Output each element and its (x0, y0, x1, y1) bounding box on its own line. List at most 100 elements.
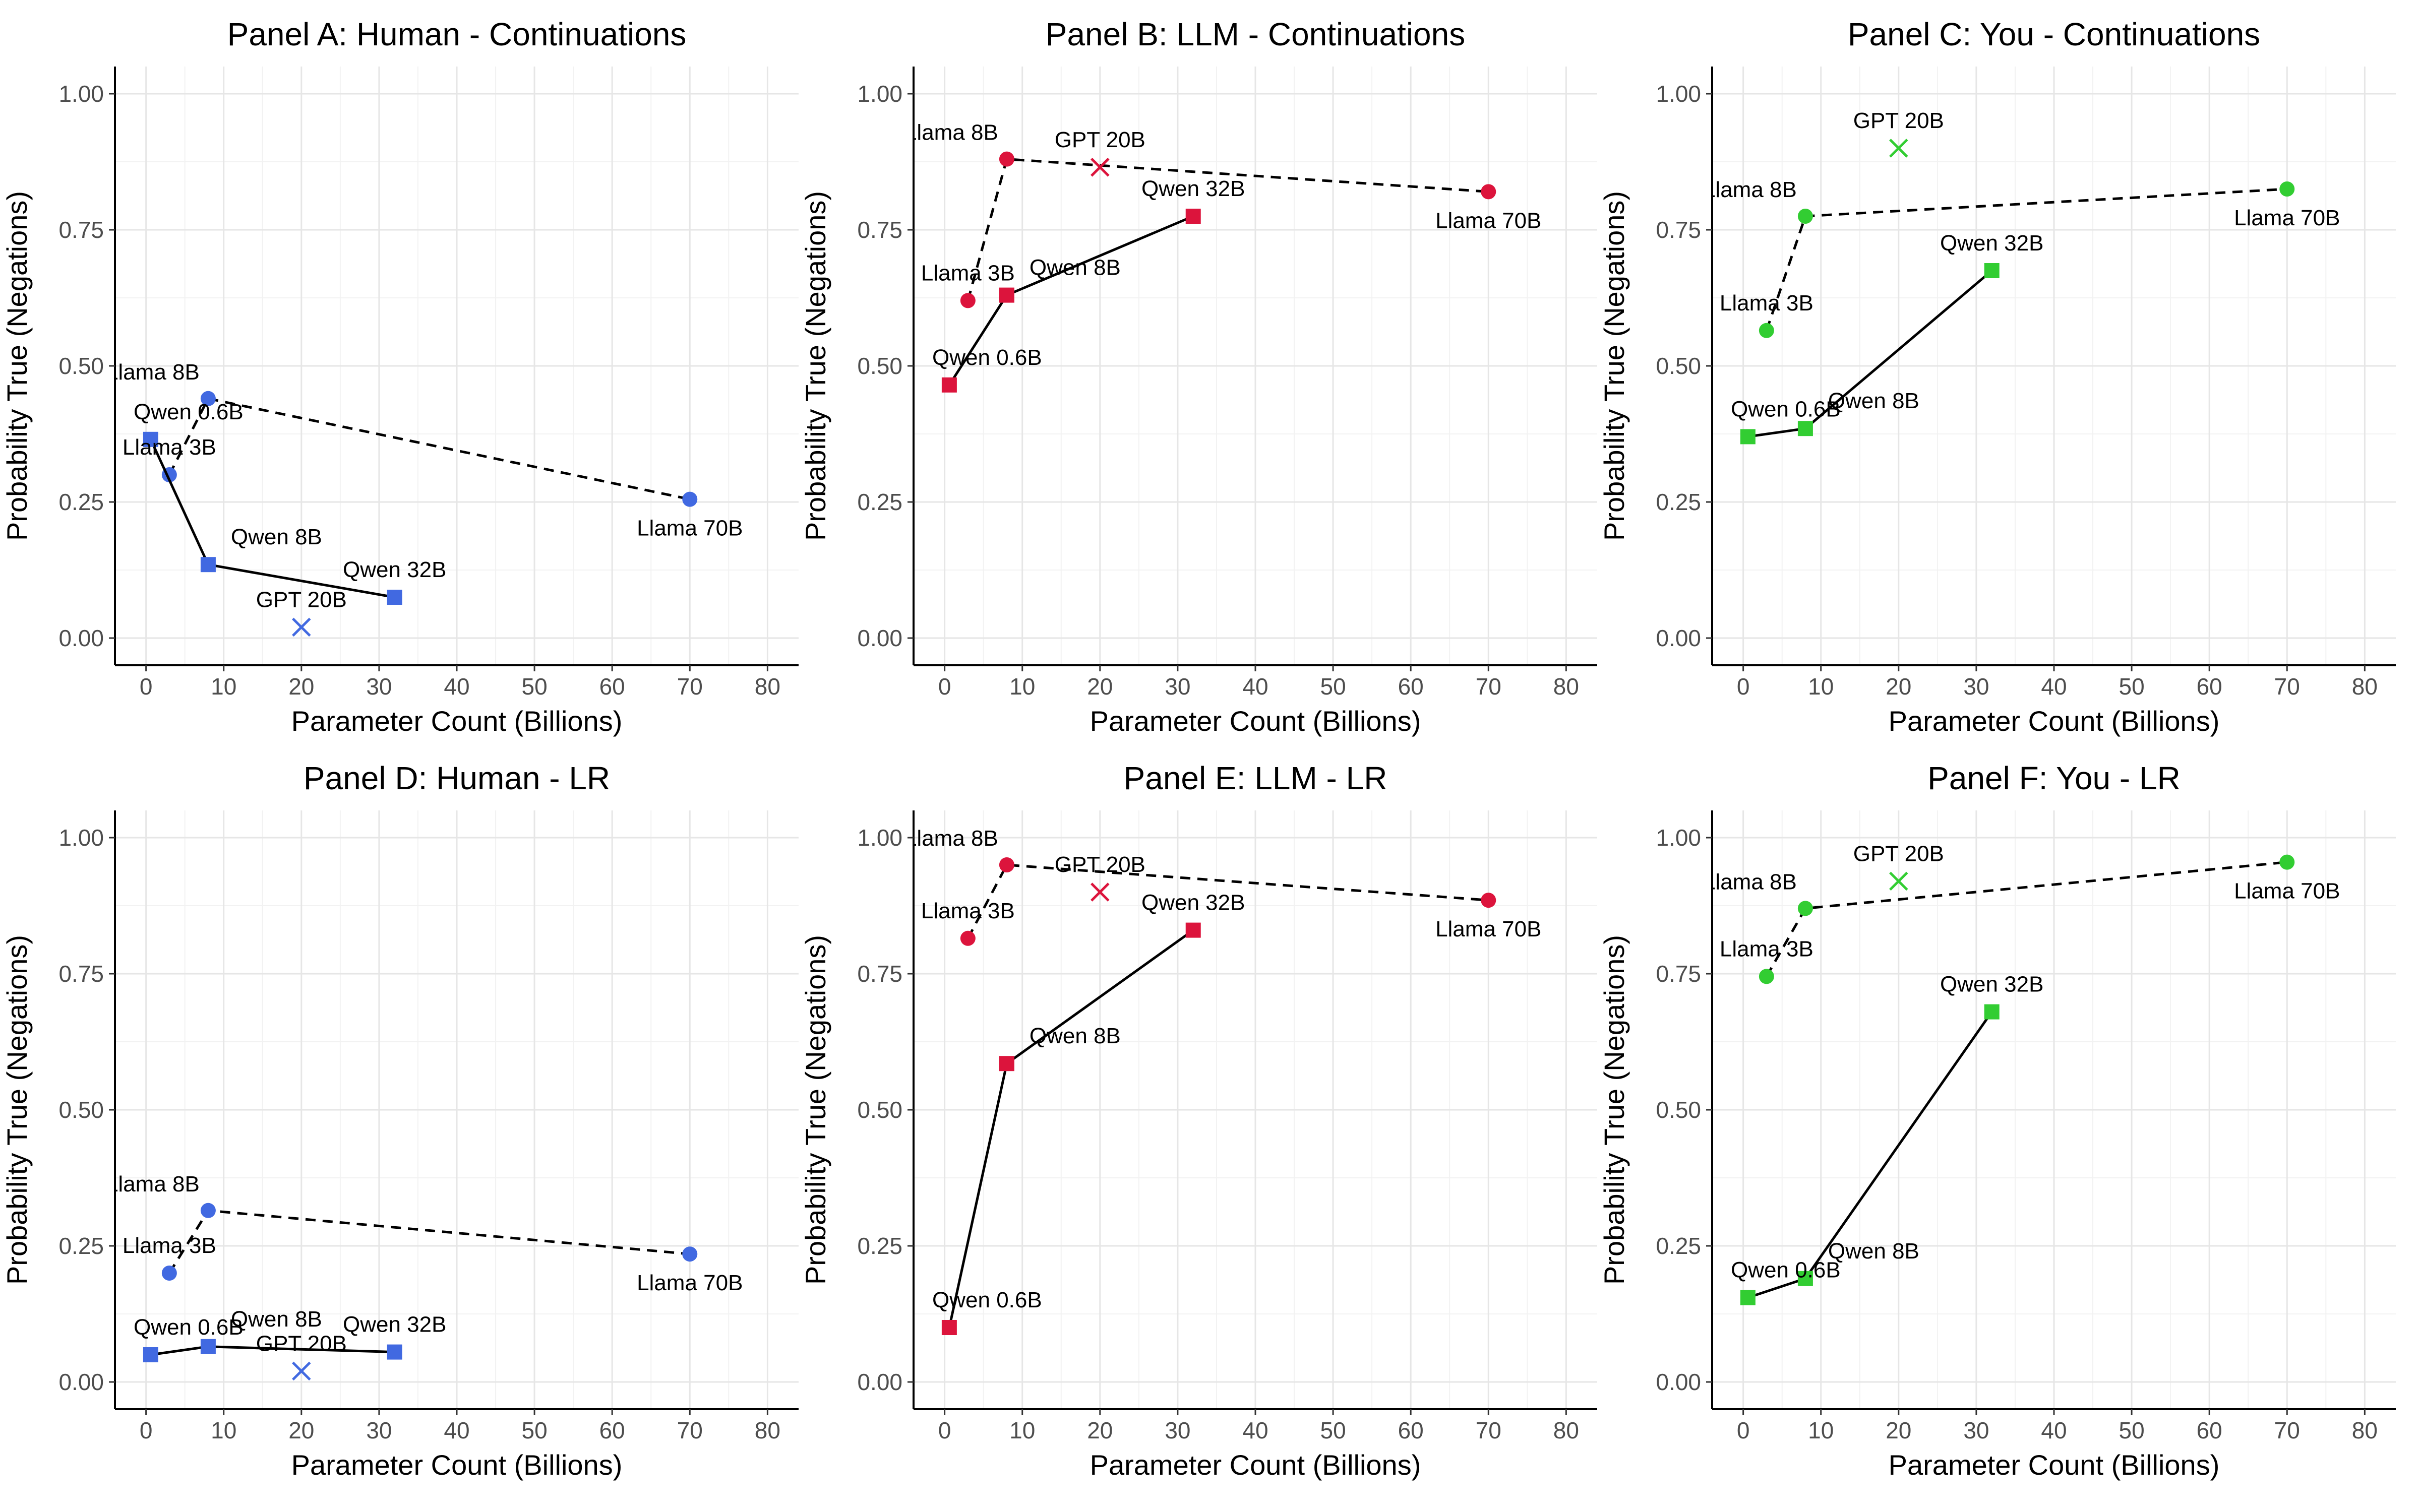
panel-d-grid (115, 810, 799, 1409)
x-tick-label: 0 (140, 1417, 153, 1443)
point-label: GPT 20B (256, 587, 347, 612)
x-tick-label: 20 (1087, 1417, 1113, 1443)
x-axis-label: Parameter Count (Billions) (1889, 1449, 2220, 1481)
x-tick-label: 70 (677, 673, 703, 700)
y-tick-label: 0.00 (1656, 625, 1701, 651)
point-label: Qwen 0.6B (134, 400, 244, 424)
point-llama-8b (1797, 901, 1813, 916)
point-label: GPT 20B (256, 1331, 347, 1356)
panel-b-title: Panel B: LLM - Continuations (1046, 16, 1465, 52)
panel-c: 0 10 20 30 40 50 60 70 80 0.00 0.25 0.50 0.75 1.00 Pan… (1598, 16, 2396, 737)
x-tick-label: 0 (140, 673, 153, 700)
panel-e-title: Panel E: LLM - LR (1124, 760, 1387, 796)
x-tick-label: 60 (599, 673, 625, 700)
point-label: Qwen 0.6B (1731, 397, 1841, 421)
y-tick-label: 0.50 (1656, 1097, 1701, 1123)
x-tick-label: 80 (2352, 1417, 2378, 1443)
y-tick-label: 0.25 (58, 489, 104, 515)
point-label: Llama 70B (2234, 206, 2340, 230)
x-tick-label: 40 (1242, 673, 1268, 700)
point-label: Llama 3B (921, 899, 1015, 923)
point-label: Llama 70B (637, 1271, 743, 1295)
point-qwen-32b (1185, 209, 1201, 224)
point-gpt-20b (1091, 883, 1110, 902)
y-tick-label: 0.50 (857, 1097, 902, 1123)
y-tick-label: 0.25 (857, 1233, 902, 1259)
point-qwen-8b (1797, 421, 1813, 436)
x-axis-label: Parameter Count (Billions) (291, 1449, 623, 1481)
panel-e-labels: Llama 3B Llama 8B Llama 70B Qwen 0.6B Qwen 8… (914, 826, 1541, 1312)
point-label: Llama 70B (1435, 917, 1541, 941)
y-axis-label: Probability True (Negations) (800, 191, 831, 541)
x-tick-label: 70 (1476, 1417, 1501, 1443)
panel-c-title: Panel C: You - Continuations (1848, 16, 2260, 52)
x-tick-label: 30 (366, 673, 392, 700)
x-tick-label: 50 (522, 1417, 548, 1443)
y-axis-label: Probability True (Negations) (1598, 191, 1630, 541)
panel-a: 0 10 20 30 40 50 60 70 80 0.00 0.25 0.50 0.75 1.00 Pan… (1, 16, 799, 737)
point-qwen-8b (200, 1339, 216, 1354)
x-tick-label: 60 (2197, 1417, 2222, 1443)
point-label: Llama 3B (1720, 291, 1813, 316)
point-qwen-32b (1185, 922, 1201, 938)
point-label: Llama 8B (106, 1172, 200, 1196)
point-llama-70b (2279, 181, 2295, 197)
y-tick-label: 0.50 (58, 1097, 104, 1123)
x-tick-label: 0 (1737, 1417, 1750, 1443)
x-axis-label: Parameter Count (Billions) (1889, 705, 2220, 737)
point-label: Llama 3B (1720, 936, 1813, 961)
x-tick-label: 30 (1165, 673, 1190, 700)
point-qwen-8b (200, 557, 216, 573)
point-gpt-20b (1889, 871, 1908, 891)
y-tick-label: 0.75 (1656, 217, 1701, 243)
panel-a-data (143, 391, 698, 637)
y-axis-label: Probability True (Negations) (1, 191, 33, 541)
panel-b-grid (914, 67, 1597, 665)
y-axis-label: Probability True (Negations) (800, 935, 831, 1285)
panel-c-data (1740, 139, 2295, 445)
x-tick-label: 50 (1320, 1417, 1346, 1443)
point-label: Qwen 32B (1141, 891, 1245, 915)
x-tick-label: 10 (211, 1417, 236, 1443)
x-tick-label: 10 (1009, 673, 1035, 700)
x-tick-label: 10 (1009, 1417, 1035, 1443)
x-tick-label: 80 (755, 673, 780, 700)
x-tick-label: 0 (938, 673, 951, 700)
point-label: Llama 70B (2234, 879, 2340, 904)
point-label: Qwen 0.6B (932, 1288, 1042, 1312)
y-tick-label: 0.75 (1656, 961, 1701, 987)
panel-e-data (941, 857, 1496, 1335)
point-label: Llama 3B (921, 261, 1015, 285)
panel-e: 0 10 20 30 40 50 60 70 80 0.00 0.25 0.50 0.75 1.00 Pan… (800, 760, 1597, 1481)
point-label: Qwen 32B (1940, 972, 2043, 997)
point-qwen-0-6b (1740, 1290, 1756, 1305)
point-qwen-0-6b (941, 1320, 957, 1335)
y-tick-label: 0.75 (857, 217, 902, 243)
y-tick-label: 0.50 (1656, 353, 1701, 379)
point-llama-70b (682, 491, 698, 507)
x-tick-label: 60 (2197, 673, 2222, 700)
point-gpt-20b (1889, 139, 1908, 158)
y-axis-label: Probability True (Negations) (1, 935, 33, 1285)
panel-a-labels: Llama 3B Llama 8B Llama 70B Qwen 0.6B Qwen 8… (115, 360, 743, 612)
x-tick-label: 50 (1320, 673, 1346, 700)
panel-e-grid (914, 810, 1597, 1409)
point-qwen-0-6b (941, 377, 957, 393)
y-tick-label: 0.00 (857, 625, 902, 651)
point-qwen-0-6b (143, 1347, 158, 1362)
point-label: Llama 3B (123, 435, 216, 460)
x-tick-label: 80 (2352, 673, 2378, 700)
point-label: Qwen 8B (231, 525, 322, 549)
panel-b-data (941, 151, 1496, 393)
x-tick-label: 70 (677, 1417, 703, 1443)
point-llama-3b (1759, 323, 1774, 338)
x-tick-label: 80 (1553, 1417, 1579, 1443)
panel-b-labels: Llama 3B Llama 8B Llama 70B Qwen 0.6B Qwen 8… (914, 120, 1541, 370)
x-tick-label: 30 (1963, 673, 1989, 700)
y-tick-label: 0.75 (58, 217, 104, 243)
point-llama-3b (960, 293, 976, 308)
x-tick-label: 80 (755, 1417, 780, 1443)
panel-d: 0 10 20 30 40 50 60 70 80 0.00 0.25 0.50 0.75 1.00 Pan… (1, 760, 799, 1481)
point-label: Qwen 0.6B (932, 345, 1042, 370)
